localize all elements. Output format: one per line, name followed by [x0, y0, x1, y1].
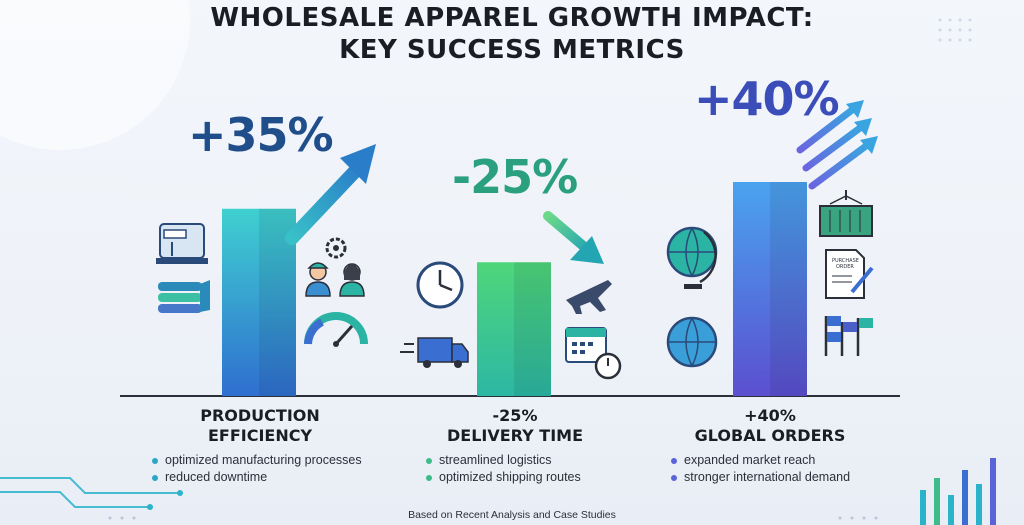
worker-male-icon [305, 262, 331, 297]
big-label-production: +35% [188, 108, 334, 162]
down-arrow-icon [543, 211, 604, 264]
bar-delivery-time [477, 262, 551, 396]
svg-text:ORDER: ORDER [836, 264, 854, 270]
bullet-list-delivery: streamlined logistics optimized shipping… [426, 452, 581, 486]
category-label-line1: PRODUCTION [200, 406, 320, 425]
gear-icon [325, 237, 347, 259]
bar-global-orders [733, 182, 807, 396]
triple-up-arrow-icon [796, 106, 870, 190]
bullet-dot [152, 458, 158, 464]
bar-delivery-time-shade [514, 262, 551, 396]
bullet-dot [671, 475, 677, 481]
bar-production-efficiency [222, 208, 296, 396]
stopwatch-icon [594, 352, 622, 380]
list-item: expanded market reach [671, 452, 850, 469]
big-label-delivery: -25% [452, 150, 578, 204]
category-label-delivery: -25% DELIVERY TIME [395, 406, 635, 446]
shipping-container-icon [819, 190, 873, 237]
calendar-icon [565, 327, 607, 363]
chart-title-line2: KEY SUCCESS METRICS [339, 35, 685, 65]
fabric-stack-icon [158, 280, 210, 313]
bullet-dot [426, 458, 432, 464]
bullet-dot [671, 458, 677, 464]
category-label-line1: -25% [492, 406, 538, 425]
bullet-list-orders: expanded market reach stronger internati… [671, 452, 850, 486]
category-label-line2: GLOBAL ORDERS [694, 426, 846, 445]
airplane-icon [566, 280, 612, 314]
category-label-line2: DELIVERY TIME [447, 426, 583, 445]
globe-stand-icon [666, 226, 718, 289]
up-arrow-icon [285, 144, 376, 245]
list-item: reduced downtime [152, 469, 362, 486]
big-label-orders: +40% [694, 72, 840, 126]
footnote: Based on Recent Analysis and Case Studie… [408, 509, 616, 521]
list-item: optimized shipping routes [426, 469, 581, 486]
category-label-line2: EFFICIENCY [207, 426, 313, 445]
svg-text:PURCHASE: PURCHASE [832, 258, 859, 264]
list-item: streamlined logistics [426, 452, 581, 469]
list-item: stronger international demand [671, 469, 850, 486]
list-item: optimized manufacturing processes [152, 452, 362, 469]
bullet-list-production: optimized manufacturing processes reduce… [152, 452, 362, 486]
flags-icon [824, 316, 873, 356]
delivery-truck-icon [400, 337, 469, 368]
clock-icon [416, 261, 464, 309]
category-label-line1: +40% [744, 406, 796, 425]
gauge-icon [304, 312, 368, 347]
bar-global-orders-shade [770, 182, 807, 396]
globe-icon [666, 316, 718, 368]
bullet-dot [152, 475, 158, 481]
category-label-production: PRODUCTION EFFICIENCY [140, 406, 380, 446]
sewing-machine-icon [156, 223, 208, 264]
chart-title-line1: WHOLESALE APPAREL GROWTH IMPACT: [210, 3, 814, 33]
category-label-orders: +40% GLOBAL ORDERS [650, 406, 890, 446]
bullet-dot [426, 475, 432, 481]
purchase-order-icon: PURCHASE ORDER [825, 249, 874, 299]
worker-female-icon [339, 263, 365, 297]
